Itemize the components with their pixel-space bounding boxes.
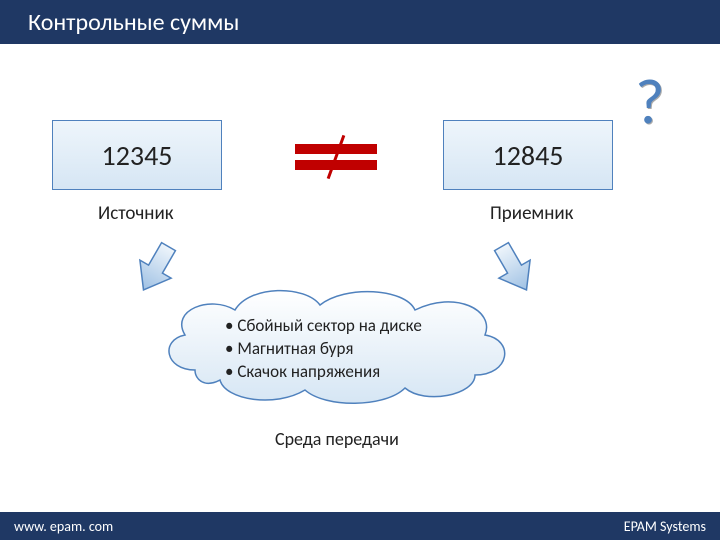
dest-value: 12845 [493,138,564,173]
footer-left: www. epam. com [14,518,113,535]
page-title: Контрольные суммы [0,8,239,37]
cloud-bullets: • Сбойный сектор на диске • Магнитная бу… [225,315,422,384]
title-bar: Контрольные суммы [0,0,720,44]
bullet-item: • Магнитная буря [225,338,422,361]
source-value: 12345 [102,138,173,173]
environment-label: Среда передачи [275,428,399,450]
dest-box: 12845 [443,120,613,190]
not-equal-icon [295,140,377,174]
dest-label: Приемник [490,202,574,225]
bullet-item: • Сбойный сектор на диске [225,315,422,338]
footer-bar: www. epam. com EPAM Systems [0,512,720,540]
source-box: 12345 [52,120,222,190]
question-mark-icon: ? [635,70,665,134]
bullet-item: • Скачок напряжения [225,361,422,384]
source-label: Источник [98,202,174,225]
footer-right: EPAM Systems [624,518,706,535]
